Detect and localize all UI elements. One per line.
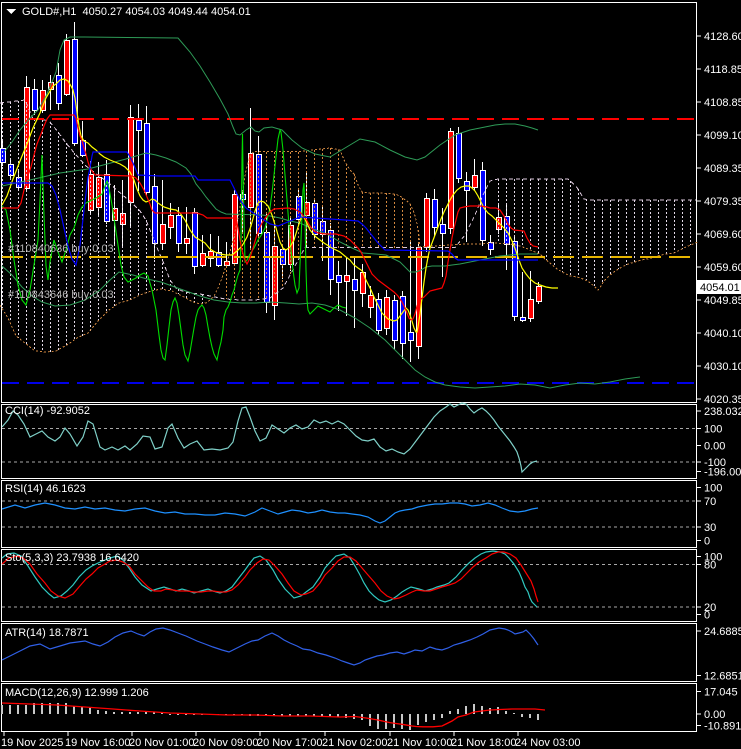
svg-text:#110840636 buy 0.03: #110840636 buy 0.03 xyxy=(8,243,114,255)
svg-text:21 Nov 18:00: 21 Nov 18:00 xyxy=(451,737,516,749)
svg-text:GOLD#,H1 4050.27 4054.03 4049: GOLD#,H1 4050.27 4054.03 4049.44 4054.01 xyxy=(22,6,251,18)
svg-text:-196.0045: -196.0045 xyxy=(704,467,741,479)
svg-text:20: 20 xyxy=(704,602,716,614)
svg-text:4059.60: 4059.60 xyxy=(704,262,741,274)
svg-text:20 Nov 01:00: 20 Nov 01:00 xyxy=(129,737,194,749)
svg-text:100: 100 xyxy=(704,424,722,436)
svg-text:0: 0 xyxy=(704,536,710,548)
svg-text:19 Nov 16:00: 19 Nov 16:00 xyxy=(65,737,130,749)
svg-text:RSI(14) 46.1623: RSI(14) 46.1623 xyxy=(5,483,86,495)
svg-text:0.00: 0.00 xyxy=(704,441,725,453)
svg-text:CCI(14) -92.9052: CCI(14) -92.9052 xyxy=(5,405,90,417)
svg-text:4118.85: 4118.85 xyxy=(704,64,741,76)
svg-text:4040.10: 4040.10 xyxy=(704,328,741,340)
svg-text:17.045: 17.045 xyxy=(704,687,738,699)
svg-text:24.6885: 24.6885 xyxy=(704,626,741,638)
svg-text:4020.35: 4020.35 xyxy=(704,394,741,406)
svg-text:70: 70 xyxy=(704,496,716,508)
svg-text:80: 80 xyxy=(704,560,716,572)
svg-text:#110843646 buy 0.03: #110843646 buy 0.03 xyxy=(8,289,114,301)
svg-text:19 Nov 2025: 19 Nov 2025 xyxy=(1,737,63,749)
svg-text:4030.10: 4030.10 xyxy=(704,361,741,373)
svg-text:20 Nov 17:00: 20 Nov 17:00 xyxy=(257,737,322,749)
svg-text:4089.35: 4089.35 xyxy=(704,163,741,175)
svg-text:30: 30 xyxy=(704,522,716,534)
svg-text:100: 100 xyxy=(704,483,722,495)
svg-text:4069.60: 4069.60 xyxy=(704,229,741,241)
svg-text:4079.35: 4079.35 xyxy=(704,196,741,208)
svg-text:4049.85: 4049.85 xyxy=(704,295,741,307)
svg-text:4128.60: 4128.60 xyxy=(704,31,741,43)
svg-text:12.6851: 12.6851 xyxy=(704,671,741,683)
svg-text:100: 100 xyxy=(704,552,722,564)
svg-text:0.00: 0.00 xyxy=(704,709,725,721)
svg-text:4099.10: 4099.10 xyxy=(704,130,741,142)
svg-text:0: 0 xyxy=(704,610,710,622)
svg-text:4054.01: 4054.01 xyxy=(700,282,740,294)
svg-text:24 Nov 03:00: 24 Nov 03:00 xyxy=(515,737,580,749)
svg-text:4108.85: 4108.85 xyxy=(704,97,741,109)
svg-text:Sto(5,3,3) 23.7938 16.6420: Sto(5,3,3) 23.7938 16.6420 xyxy=(5,552,139,564)
svg-text:MACD(12,26,9) 12.999 1.206: MACD(12,26,9) 12.999 1.206 xyxy=(5,687,149,699)
svg-text:-10.891: -10.891 xyxy=(704,721,741,733)
svg-text:21 Nov 10:00: 21 Nov 10:00 xyxy=(387,737,452,749)
svg-text:238.0328: 238.0328 xyxy=(704,406,741,418)
svg-text:ATR(14) 18.7871: ATR(14) 18.7871 xyxy=(5,627,89,639)
svg-text:20 Nov 09:00: 20 Nov 09:00 xyxy=(193,737,258,749)
svg-text:-100: -100 xyxy=(704,457,726,469)
svg-text:21 Nov 02:00: 21 Nov 02:00 xyxy=(322,737,387,749)
